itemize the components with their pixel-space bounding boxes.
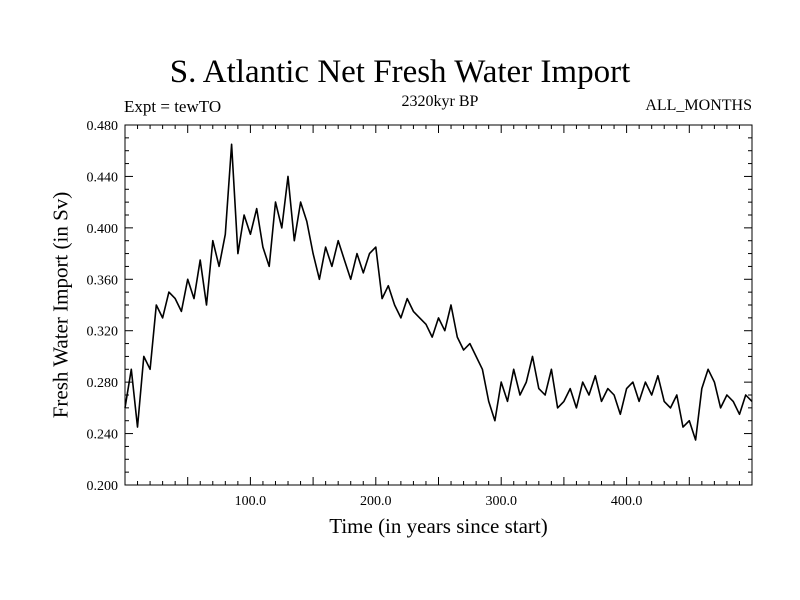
y-tick-label: 0.320 (87, 325, 119, 340)
y-tick-label: 0.480 (87, 119, 119, 134)
y-tick-label: 0.200 (87, 479, 119, 494)
x-axis-label: Time (in years since start) (329, 514, 548, 538)
x-tick-label: 200.0 (360, 494, 392, 509)
x-tick-label: 300.0 (485, 494, 517, 509)
months-label: ALL_MONTHS (645, 97, 752, 114)
y-tick-label: 0.440 (87, 170, 119, 185)
y-tick-label: 0.280 (87, 376, 119, 391)
chart-title: S. Atlantic Net Fresh Water Import (169, 54, 631, 90)
y-tick-label: 0.240 (87, 428, 119, 443)
y-tick-label: 0.400 (87, 222, 119, 237)
y-tick-label: 0.360 (87, 273, 119, 288)
y-axis-label: Fresh Water Import (in Sv) (48, 191, 73, 419)
x-tick-label: 100.0 (235, 494, 267, 509)
experiment-label: Expt = tewTO (124, 97, 222, 116)
data-series-line (124, 143, 753, 441)
plot-frame (124, 124, 753, 486)
chart-subtitle: 2320kyr BP (401, 93, 479, 110)
x-tick-label: 400.0 (611, 494, 643, 509)
